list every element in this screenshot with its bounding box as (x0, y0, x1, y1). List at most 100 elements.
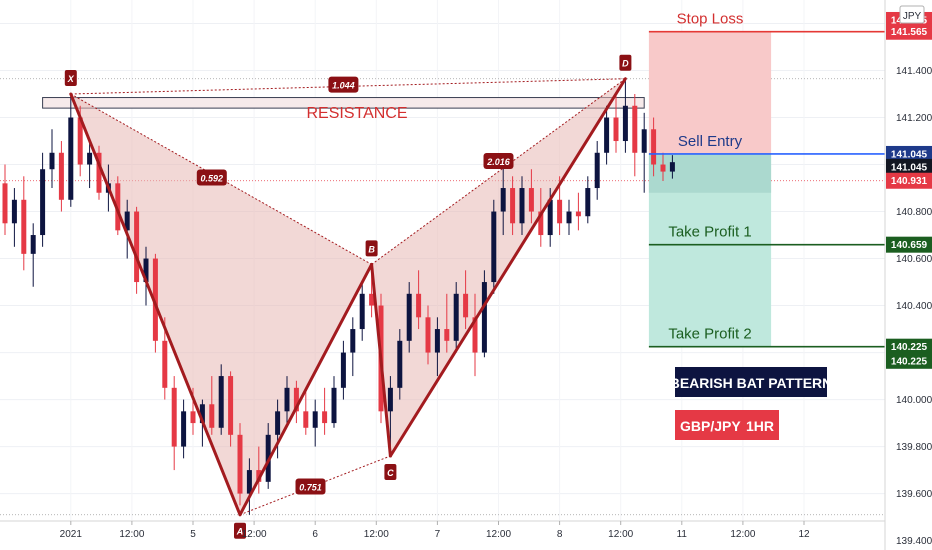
candle-body (425, 317, 431, 353)
candle-body (472, 317, 478, 353)
candle-body (416, 293, 422, 318)
candle-body (96, 152, 102, 193)
candle-body (566, 211, 572, 224)
price-tag (886, 338, 932, 355)
candle-body (237, 434, 243, 494)
y-tick-label: 139.600 (896, 489, 932, 500)
candle-body (500, 188, 506, 212)
y-tick-label: 140.000 (896, 395, 932, 406)
candle-body (519, 188, 525, 224)
candle-body (293, 387, 299, 412)
x-tick-label: 11 (677, 529, 688, 540)
x-tick-label: 6 (312, 529, 318, 540)
pattern-name: BEARISH BAT PATTERN (670, 375, 833, 391)
bcd-triangle (371, 78, 626, 456)
point-label: A (236, 527, 244, 537)
candle-body (87, 152, 93, 165)
candle-body (331, 387, 337, 424)
candle-body (312, 411, 318, 428)
symbol-label: GBP/JPY (680, 418, 741, 434)
x-tick-label: 12 (798, 529, 810, 540)
point-badge (365, 240, 378, 257)
y-tick-label: 140.800 (896, 207, 932, 218)
candle-body (669, 162, 675, 172)
candle-body (181, 411, 187, 447)
candle-body (303, 411, 309, 428)
candle-body (218, 376, 224, 428)
candle-body (557, 199, 563, 224)
candle-body (369, 293, 375, 306)
leg-cd (388, 77, 627, 458)
candle-body (350, 329, 356, 353)
point-label: D (622, 59, 629, 69)
candle-body (538, 211, 544, 236)
candle-body (575, 211, 581, 217)
candle-body (444, 329, 450, 341)
x-tick-label: 7 (435, 529, 441, 540)
resistance-zone (42, 97, 645, 109)
candle-body (162, 340, 168, 388)
candle-body (651, 129, 657, 165)
price-tag-label: 141.045 (891, 149, 928, 160)
candle-body (115, 183, 121, 231)
y-tick-label: 141.400 (896, 66, 932, 77)
candle-body (613, 117, 619, 142)
x-tick-label: 12:00 (242, 529, 267, 540)
x-tick-label: 12:00 (730, 529, 755, 540)
pattern-name-box (675, 367, 827, 397)
candle-body (594, 152, 600, 189)
candle-body (134, 211, 140, 283)
leg-ab (238, 262, 374, 517)
currency-label[interactable]: JPY (903, 11, 922, 22)
candle-body (49, 152, 55, 170)
point-label: X (67, 74, 75, 84)
y-tick-label: 140.600 (896, 254, 932, 265)
trade-levels: Stop Loss Sell Entry Take Profit 1 Take Pro… (648, 11, 885, 348)
candle-body (510, 188, 516, 224)
level-name: Take Profit 1 (668, 224, 751, 241)
candle-body (171, 387, 177, 447)
ratio-label: 0.592 (201, 173, 224, 183)
candle-body (359, 293, 365, 330)
ratio-label: 0.751 (299, 483, 322, 493)
candle-body (491, 211, 497, 283)
ratio-bd (371, 78, 626, 265)
candle-body (528, 188, 534, 212)
point-label: B (368, 244, 375, 254)
x-tick-label: 8 (557, 529, 563, 540)
x-tick-label: 2021 (60, 529, 83, 540)
pattern-fills (70, 78, 626, 515)
candle-body (453, 293, 459, 341)
candle-body (68, 117, 74, 200)
ratio-label: 1.044 (332, 81, 355, 91)
y-tick-label: 141.200 (896, 113, 932, 124)
ratio-badge (196, 169, 227, 186)
candle-body (622, 105, 628, 142)
currency-badge[interactable] (899, 5, 925, 24)
candle-body (58, 152, 64, 200)
candle-body (190, 411, 196, 424)
candle-body (275, 411, 281, 435)
candle-body (481, 282, 487, 353)
candle-body (660, 164, 666, 172)
pattern-labels: X A B C D 0.592 0.751 1.044 2.016 (64, 54, 632, 539)
price-tag-label: 140.931 (891, 176, 928, 187)
x-tick-label: 5 (190, 529, 196, 540)
candle-body (434, 329, 440, 353)
candle-body (585, 188, 591, 217)
candle-body (209, 404, 215, 428)
candle-body (30, 235, 36, 254)
candle-body (604, 117, 610, 153)
y-tick-label: 139.800 (896, 442, 932, 453)
price-tag (886, 236, 932, 253)
ratio-badge (328, 76, 359, 93)
candle-body (406, 293, 412, 341)
candle-body (547, 199, 553, 236)
point-badge (234, 522, 246, 539)
level-name: Take Profit 2 (668, 326, 751, 343)
candle-body (11, 199, 17, 224)
candle-body (322, 411, 328, 424)
entry-band (648, 153, 772, 193)
